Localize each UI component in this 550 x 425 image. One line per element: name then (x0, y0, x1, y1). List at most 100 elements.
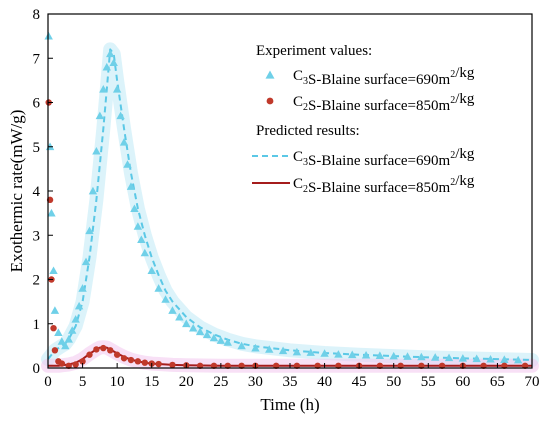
marker-triangle-0-53 (375, 351, 385, 359)
marker-circle-1-30 (314, 362, 321, 369)
marker-circle-1-7 (65, 362, 72, 369)
legend-label-3: C2S-Blaine surface=850m2/kg (293, 173, 475, 196)
marker-circle-1-15 (120, 355, 128, 362)
marker-circle-1-4 (51, 347, 59, 354)
marker-circle-1-36 (438, 362, 446, 369)
marker-triangle-0-30 (140, 248, 149, 257)
marker-triangle-0-39 (202, 330, 212, 339)
marker-circle-1-31 (335, 362, 342, 369)
x-tick-label-40: 40 (317, 374, 332, 390)
x-tick-label-60: 60 (455, 374, 470, 390)
x-tick-label-65: 65 (490, 374, 505, 390)
marker-triangle-0-9 (68, 326, 77, 334)
marker-triangle-0-55 (403, 352, 412, 360)
marker-triangle-0-19 (102, 62, 111, 71)
x-tick-label-70: 70 (525, 374, 540, 390)
marker-triangle-0-31 (147, 266, 156, 275)
marker-triangle-0-0 (44, 31, 53, 40)
legend-marker-triangle (265, 70, 275, 79)
marker-circle-1-35 (418, 362, 425, 369)
marker-triangle-0-49 (320, 349, 329, 357)
marker-triangle-0-46 (278, 346, 288, 355)
marker-triangle-0-45 (265, 345, 274, 353)
marker-circle-1-11 (93, 346, 100, 353)
marker-circle-1-6 (58, 360, 66, 367)
legend-marker-circle (266, 97, 274, 105)
marker-triangle-0-34 (168, 306, 177, 314)
x-tick-label-35: 35 (283, 374, 298, 390)
x-tick-label-25: 25 (213, 374, 228, 390)
marker-circle-1-24 (210, 362, 218, 369)
marker-circle-1-3 (50, 324, 57, 332)
marker-circle-1-16 (127, 356, 135, 364)
marker-triangle-0-57 (431, 353, 440, 361)
marker-circle-1-20 (155, 360, 162, 368)
marker-triangle-0-15 (88, 186, 98, 195)
marker-triangle-0-27 (130, 204, 139, 213)
marker-circle-1-9 (79, 358, 86, 365)
marker-triangle-0-3 (49, 266, 58, 275)
marker-triangle-0-61 (486, 354, 495, 363)
marker-triangle-0-56 (417, 352, 426, 361)
marker-triangle-0-20 (106, 49, 115, 58)
marker-triangle-0-54 (389, 351, 398, 360)
marker-triangle-0-8 (64, 335, 73, 343)
y-tick-label-1: 1 (33, 317, 41, 333)
x-tick-label-50: 50 (386, 374, 401, 390)
legend-label-1: C2S-Blaine surface=850m2/kg (293, 91, 475, 114)
legend-group-predicted: Predicted results: (256, 123, 360, 139)
marker-triangle-0-14 (85, 226, 94, 235)
x-tick-label-0: 0 (44, 374, 52, 390)
x-tick-label-20: 20 (179, 374, 194, 390)
x-axis-label: Time (h) (260, 395, 319, 414)
marker-triangle-0-63 (513, 355, 523, 364)
y-tick-label-5: 5 (33, 140, 41, 156)
legend-group-experiment: Experiment values: (256, 43, 372, 59)
y-axis-label: Exothermic rate(mW/g) (7, 110, 26, 273)
marker-triangle-0-5 (54, 328, 63, 336)
y-tick-label-3: 3 (33, 228, 41, 244)
x-tick-label-15: 15 (144, 374, 159, 390)
y-tick-label-8: 8 (33, 7, 41, 23)
x-tick-label-5: 5 (79, 374, 87, 390)
marker-circle-1-8 (72, 361, 79, 368)
marker-triangle-0-18 (99, 85, 108, 93)
marker-circle-1-17 (134, 358, 142, 365)
y-tick-label-7: 7 (33, 51, 41, 67)
marker-circle-1-40 (521, 362, 529, 369)
y-tick-label-0: 0 (33, 361, 41, 377)
marker-triangle-0-29 (137, 235, 146, 244)
marker-triangle-0-36 (182, 319, 191, 328)
legend: Experiment values: Predicted results: C3S-… (252, 43, 475, 196)
marker-triangle-0-2 (47, 208, 56, 217)
marker-circle-1-34 (397, 362, 404, 369)
marker-triangle-0-44 (251, 343, 260, 352)
x-tick-label-10: 10 (110, 374, 125, 390)
marker-circle-1-39 (501, 362, 508, 369)
marker-triangle-0-23 (116, 111, 125, 120)
marker-triangle-0-11 (74, 301, 84, 310)
marker-triangle-0-35 (175, 312, 184, 321)
marker-triangle-0-51 (348, 350, 357, 359)
marker-triangle-0-12 (78, 284, 87, 292)
marker-circle-1-33 (376, 362, 384, 369)
marker-triangle-0-41 (216, 336, 226, 344)
marker-triangle-0-40 (209, 333, 219, 342)
marker-circle-1-25 (224, 362, 231, 369)
marker-triangle-0-22 (112, 85, 122, 93)
marker-triangle-0-24 (119, 138, 129, 146)
marker-triangle-0-47 (292, 347, 302, 356)
marker-triangle-0-58 (444, 353, 454, 362)
marker-triangle-0-7 (61, 341, 70, 350)
marker-triangle-0-50 (334, 350, 343, 358)
marker-circle-1-29 (293, 362, 301, 369)
marker-triangle-0-13 (81, 257, 91, 266)
marker-triangle-0-59 (458, 354, 468, 362)
marker-triangle-0-10 (71, 315, 80, 323)
marker-triangle-0-17 (95, 111, 105, 120)
marker-circle-1-12 (100, 344, 107, 352)
marker-triangle-0-60 (472, 354, 481, 363)
